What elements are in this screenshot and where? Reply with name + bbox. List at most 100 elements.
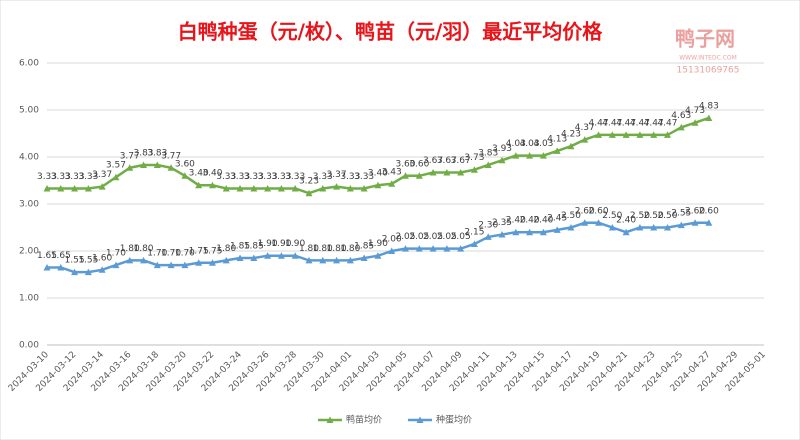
data-label: 3.77	[161, 151, 181, 161]
point-marker	[126, 164, 134, 171]
data-label: 3.33	[230, 172, 250, 182]
data-label: 1.75	[202, 246, 222, 256]
point-marker	[236, 254, 244, 262]
point-marker	[112, 173, 120, 181]
data-label: 2.40	[520, 216, 540, 226]
data-label: 1.80	[327, 244, 347, 254]
point-marker	[595, 131, 603, 138]
point-marker	[581, 219, 589, 226]
point-marker	[264, 184, 272, 192]
data-label: 3.60	[409, 159, 429, 169]
point-marker	[622, 228, 630, 236]
data-label: 3.43	[382, 167, 402, 177]
point-marker	[264, 252, 272, 259]
data-label: 3.67	[451, 156, 471, 166]
point-marker	[650, 131, 658, 138]
data-label: 4.73	[685, 106, 705, 116]
y-tick-label: 1.00	[19, 294, 39, 304]
data-label: 3.33	[65, 172, 85, 182]
data-label: 2.05	[395, 232, 415, 242]
y-tick-label: 4.00	[19, 153, 39, 163]
point-marker	[277, 252, 285, 259]
data-label: 2.05	[423, 232, 443, 242]
point-marker	[705, 219, 713, 226]
data-label: 3.93	[492, 144, 512, 154]
point-marker	[291, 252, 299, 259]
y-tick-label: 3.00	[19, 200, 39, 210]
point-marker	[539, 152, 547, 159]
legend-label: 种蛋均价	[436, 414, 472, 426]
point-marker	[484, 233, 492, 240]
point-marker	[677, 221, 685, 229]
data-label: 4.47	[616, 118, 636, 128]
data-label: 1.70	[175, 249, 195, 259]
data-label: 3.33	[51, 172, 71, 182]
point-marker	[622, 131, 630, 138]
watermark-name: 鸭子网	[675, 27, 735, 51]
point-marker	[443, 169, 451, 176]
point-marker	[677, 123, 685, 131]
data-label: 2.50	[644, 211, 664, 221]
data-label: 2.40	[533, 216, 553, 226]
point-marker	[608, 131, 616, 138]
point-marker	[553, 147, 561, 154]
point-marker	[71, 184, 79, 192]
point-marker	[140, 256, 148, 264]
point-marker	[402, 245, 409, 252]
data-label: 3.33	[340, 172, 360, 182]
data-label: 3.33	[78, 172, 98, 182]
watermark-site: WWW.INTEDC.COM	[679, 55, 737, 62]
point-marker	[71, 268, 79, 276]
data-label: 4.47	[644, 118, 664, 128]
point-marker	[663, 131, 671, 138]
data-label: 3.33	[258, 172, 278, 182]
data-label: 4.37	[575, 123, 595, 133]
y-tick-label: 6.00	[19, 59, 39, 69]
point-marker	[222, 256, 230, 264]
data-label: 1.80	[313, 244, 333, 254]
point-marker	[581, 136, 589, 143]
point-marker	[84, 268, 92, 276]
data-label: 1.90	[368, 239, 388, 249]
data-label: 1.60	[92, 253, 112, 263]
point-marker	[443, 245, 451, 252]
point-marker	[415, 172, 423, 179]
point-marker	[691, 119, 699, 126]
point-marker	[388, 247, 396, 254]
point-marker	[650, 224, 658, 231]
data-label: 3.83	[147, 148, 167, 158]
legend-marker	[416, 416, 424, 423]
data-label: 3.57	[106, 161, 126, 171]
point-marker	[360, 184, 368, 192]
data-label: 1.90	[285, 239, 305, 249]
point-marker	[567, 224, 575, 231]
point-marker	[457, 169, 465, 176]
data-label: 2.60	[699, 206, 719, 216]
data-label: 4.03	[506, 139, 526, 149]
data-label: 1.65	[51, 251, 71, 261]
point-marker	[277, 184, 285, 192]
data-label: 3.37	[92, 170, 112, 180]
point-marker	[498, 156, 506, 164]
point-marker	[181, 172, 189, 179]
data-label: 1.85	[354, 242, 374, 252]
data-label: 4.13	[547, 134, 567, 144]
point-marker	[691, 219, 699, 226]
data-label: 1.80	[216, 244, 236, 254]
point-marker	[360, 254, 368, 262]
point-marker	[636, 224, 644, 231]
point-marker	[167, 164, 175, 171]
data-label: 1.65	[37, 251, 57, 261]
point-marker	[153, 161, 161, 168]
data-label: 2.50	[561, 211, 581, 221]
data-label: 3.60	[395, 159, 415, 169]
point-marker	[595, 219, 603, 226]
point-marker	[388, 180, 396, 187]
point-marker	[526, 152, 534, 159]
data-label: 2.60	[575, 206, 595, 216]
data-label: 1.55	[78, 256, 98, 266]
point-marker	[43, 263, 51, 271]
point-marker	[512, 228, 520, 236]
watermark-phone: 15131069765	[677, 66, 740, 76]
